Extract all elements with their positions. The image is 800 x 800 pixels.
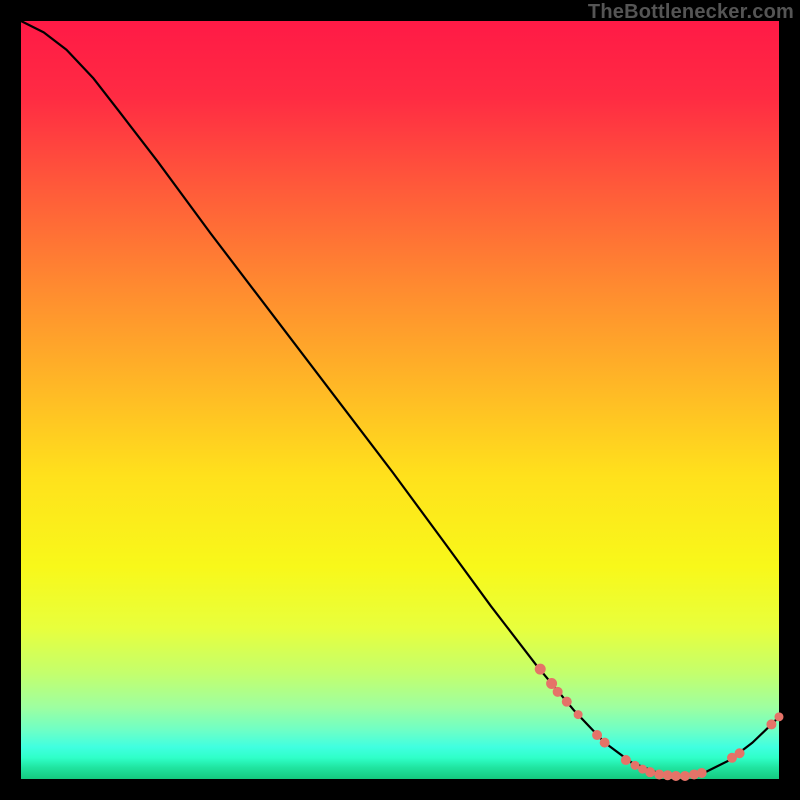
curve-marker <box>547 678 557 688</box>
curve-marker <box>593 731 602 740</box>
bottleneck-curve-chart <box>0 0 800 800</box>
curve-marker <box>646 768 655 777</box>
watermark-text: TheBottlenecker.com <box>588 1 794 24</box>
curve-marker <box>735 749 744 758</box>
curve-marker <box>767 720 776 729</box>
curve-marker <box>631 761 639 769</box>
curve-marker <box>600 738 609 747</box>
chart-container: TheBottlenecker.com <box>0 0 800 800</box>
curve-marker <box>553 687 562 696</box>
curve-marker <box>562 697 571 706</box>
curve-marker <box>574 711 582 719</box>
curve-marker <box>655 770 664 779</box>
curve-marker <box>621 756 630 765</box>
curve-marker <box>535 664 545 674</box>
curve-marker <box>671 771 680 780</box>
gradient-background <box>21 21 779 779</box>
curve-marker <box>775 713 783 721</box>
curve-marker <box>663 771 672 780</box>
curve-marker <box>681 771 690 780</box>
curve-marker <box>697 768 706 777</box>
